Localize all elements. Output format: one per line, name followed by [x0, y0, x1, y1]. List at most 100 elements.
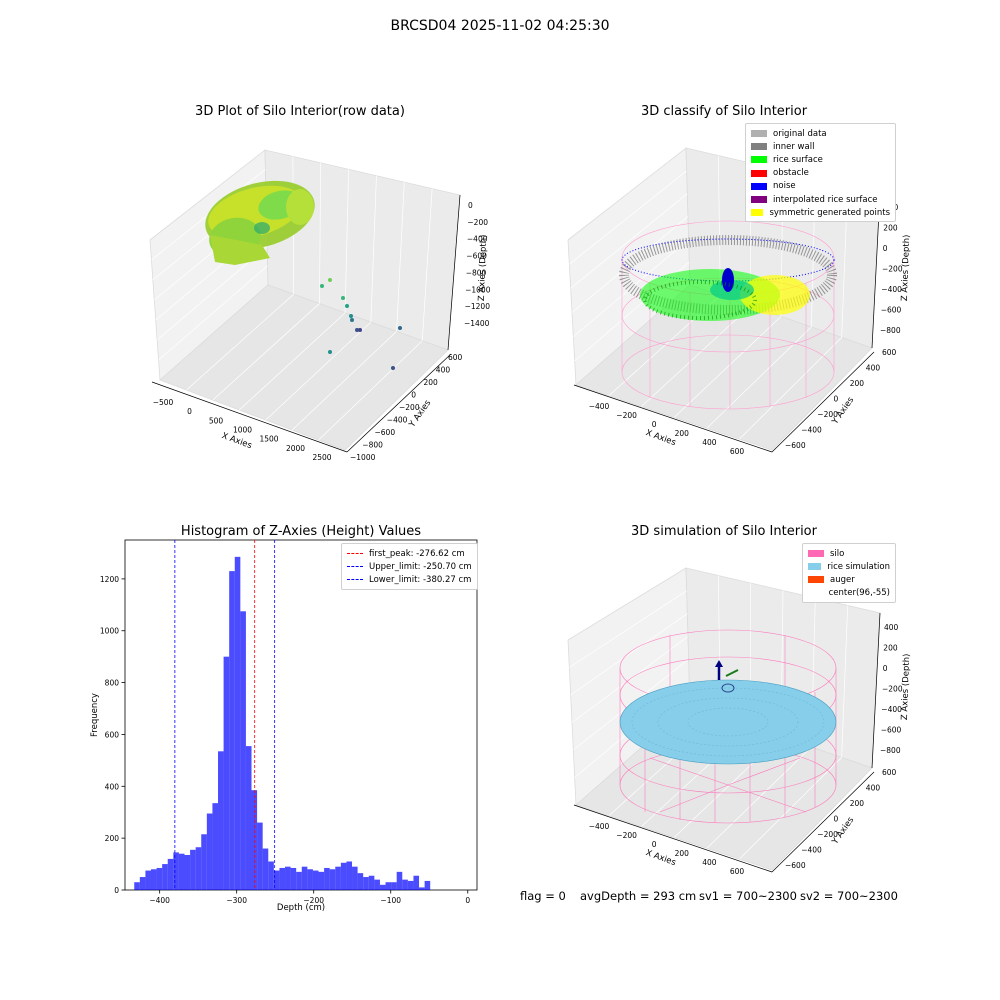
- legend-entry: original data: [751, 127, 890, 140]
- x-tick-label: −100: [380, 896, 401, 905]
- classify-silo-wireframe: [621, 220, 835, 410]
- histogram-bar: [206, 813, 213, 890]
- simulation-x-tick-label: −400: [589, 822, 610, 831]
- raw-x-tick-labels: −500 0 500 1000 1500 2000 2500: [153, 398, 332, 462]
- legend-entry: silo: [808, 547, 890, 560]
- simulation-z-tick-label: 200: [883, 644, 898, 653]
- y-tick-label: 600: [105, 730, 120, 739]
- histogram-bar: [178, 853, 185, 890]
- raw-y-tick-label: −1000: [350, 453, 376, 462]
- legend-label: original data: [773, 128, 827, 139]
- simulation-y-tick-label: 400: [866, 784, 881, 793]
- figure-title: BRCSD04 2025-11-02 04:25:30: [390, 18, 610, 34]
- raw-z-axis-label: Z Axies (Depth): [477, 234, 489, 301]
- raw-z-tick-label: −800: [466, 268, 487, 277]
- legend-entry: first_peak: -276.62 cm: [347, 547, 472, 560]
- histogram-bar: [385, 882, 392, 890]
- classify-x-tick-label: −200: [616, 411, 637, 420]
- grid-line: [186, 294, 294, 391]
- histogram-bar: [234, 556, 241, 890]
- grid-line: [569, 590, 687, 668]
- classify-y-tick-label: −200: [817, 410, 838, 419]
- raw-y-tick-label: −600: [375, 428, 396, 437]
- grid-line: [569, 170, 687, 265]
- raw-axis-lines: [151, 194, 461, 453]
- classify-x-tick-label: 0: [652, 420, 657, 429]
- simulation-rice-surface: [619, 679, 837, 765]
- raw-x-tick-label: 0: [187, 407, 192, 416]
- simulation-auger-marker: [715, 660, 739, 680]
- histogram-y-axis-label: Frequency: [90, 693, 100, 737]
- histogram-bar: [396, 871, 403, 890]
- histogram-bar: [240, 611, 246, 890]
- simulation-x-tick-label: 600: [730, 867, 745, 876]
- histogram-bar: [156, 867, 163, 890]
- histogram-bar: [324, 867, 330, 890]
- legend-label: center(96,-55): [828, 588, 890, 599]
- raw-z-tick-label: −400: [467, 235, 488, 244]
- legend-label: interpolated rice surface: [773, 194, 878, 205]
- simulation-z-axis-label: Z Axies (Depth): [900, 653, 912, 720]
- histogram-bar: [318, 871, 325, 890]
- classify-y-tick-label: 200: [850, 379, 865, 388]
- legend-label: Upper_limit: -250.70 cm: [369, 561, 472, 572]
- simulation-axis-lines: [573, 612, 881, 873]
- grid-line: [841, 605, 849, 758]
- simulation-x-axis-label: X Axies: [644, 848, 677, 868]
- raw-z-tick-label: −1400: [464, 319, 490, 328]
- classify-x-tick-label: 600: [730, 447, 745, 456]
- histogram-bar: [424, 880, 431, 890]
- grid-line: [370, 175, 377, 323]
- histogram-bar: [173, 852, 179, 890]
- legend-entry: Lower_limit: -380.27 cm: [347, 573, 472, 586]
- flag-text: flag = 0: [520, 889, 566, 903]
- x-tick-label: −300: [226, 896, 247, 905]
- histogram-bar: [357, 873, 364, 890]
- simulation-panel-title: 3D simulation of Silo Interior: [631, 524, 817, 539]
- classify-y-tick-label: −400: [801, 426, 822, 435]
- raw-z-tick-label: 0: [468, 201, 473, 210]
- y-tick-label: 0: [114, 886, 119, 895]
- legend-swatch: [751, 130, 767, 138]
- legend-swatch: [751, 169, 767, 177]
- histogram-bar: [407, 880, 414, 890]
- histogram-legend: first_peak: -276.62 cm Upper_limit: -250.…: [341, 543, 478, 590]
- x-tick-label: −200: [303, 896, 324, 905]
- histogram-bar: [212, 803, 218, 890]
- histogram-bar: [363, 877, 369, 890]
- simulation-z-tick-label: −400: [881, 705, 902, 714]
- grid-line: [344, 169, 349, 313]
- raw-x-tick-label: 2000: [286, 444, 305, 453]
- legend-label: obstacle: [773, 168, 809, 179]
- histogram-bar: [296, 871, 302, 890]
- legend-label: Lower_limit: -380.27 cm: [369, 574, 472, 585]
- histogram-bar: [307, 869, 313, 890]
- classify-panel-title: 3D classify of Silo Interior: [640, 104, 808, 119]
- legend-entry: inner wall: [751, 140, 890, 153]
- histogram-bar: [413, 875, 420, 890]
- y-tick-label: 1200: [100, 575, 119, 584]
- grid-line: [318, 340, 423, 441]
- raw-x-tick-label: 1500: [259, 435, 278, 444]
- histogram-bar: [329, 869, 336, 890]
- histogram-bar: [301, 866, 308, 890]
- classify-z-tick-label: −600: [881, 306, 902, 315]
- grid-line: [396, 182, 405, 332]
- x-tick-label: 0: [465, 896, 470, 905]
- histogram-bar: [268, 861, 274, 890]
- legend-entry: rice simulation: [808, 560, 890, 573]
- histogram-bar: [374, 879, 380, 890]
- grid-line: [421, 188, 433, 341]
- legend-swatch: [751, 143, 767, 151]
- histogram-bar: [262, 848, 269, 890]
- simulation-z-tick-labels: 400 200 0 −200 −400 −600 −800: [880, 623, 903, 755]
- classify-x-axis-label: X Axies: [644, 428, 677, 448]
- grid-line: [239, 312, 346, 411]
- grid-line: [570, 193, 688, 289]
- legend-label: rice simulation: [827, 561, 890, 572]
- simulation-legend: silo rice simulation auger center(96,-55): [802, 543, 896, 603]
